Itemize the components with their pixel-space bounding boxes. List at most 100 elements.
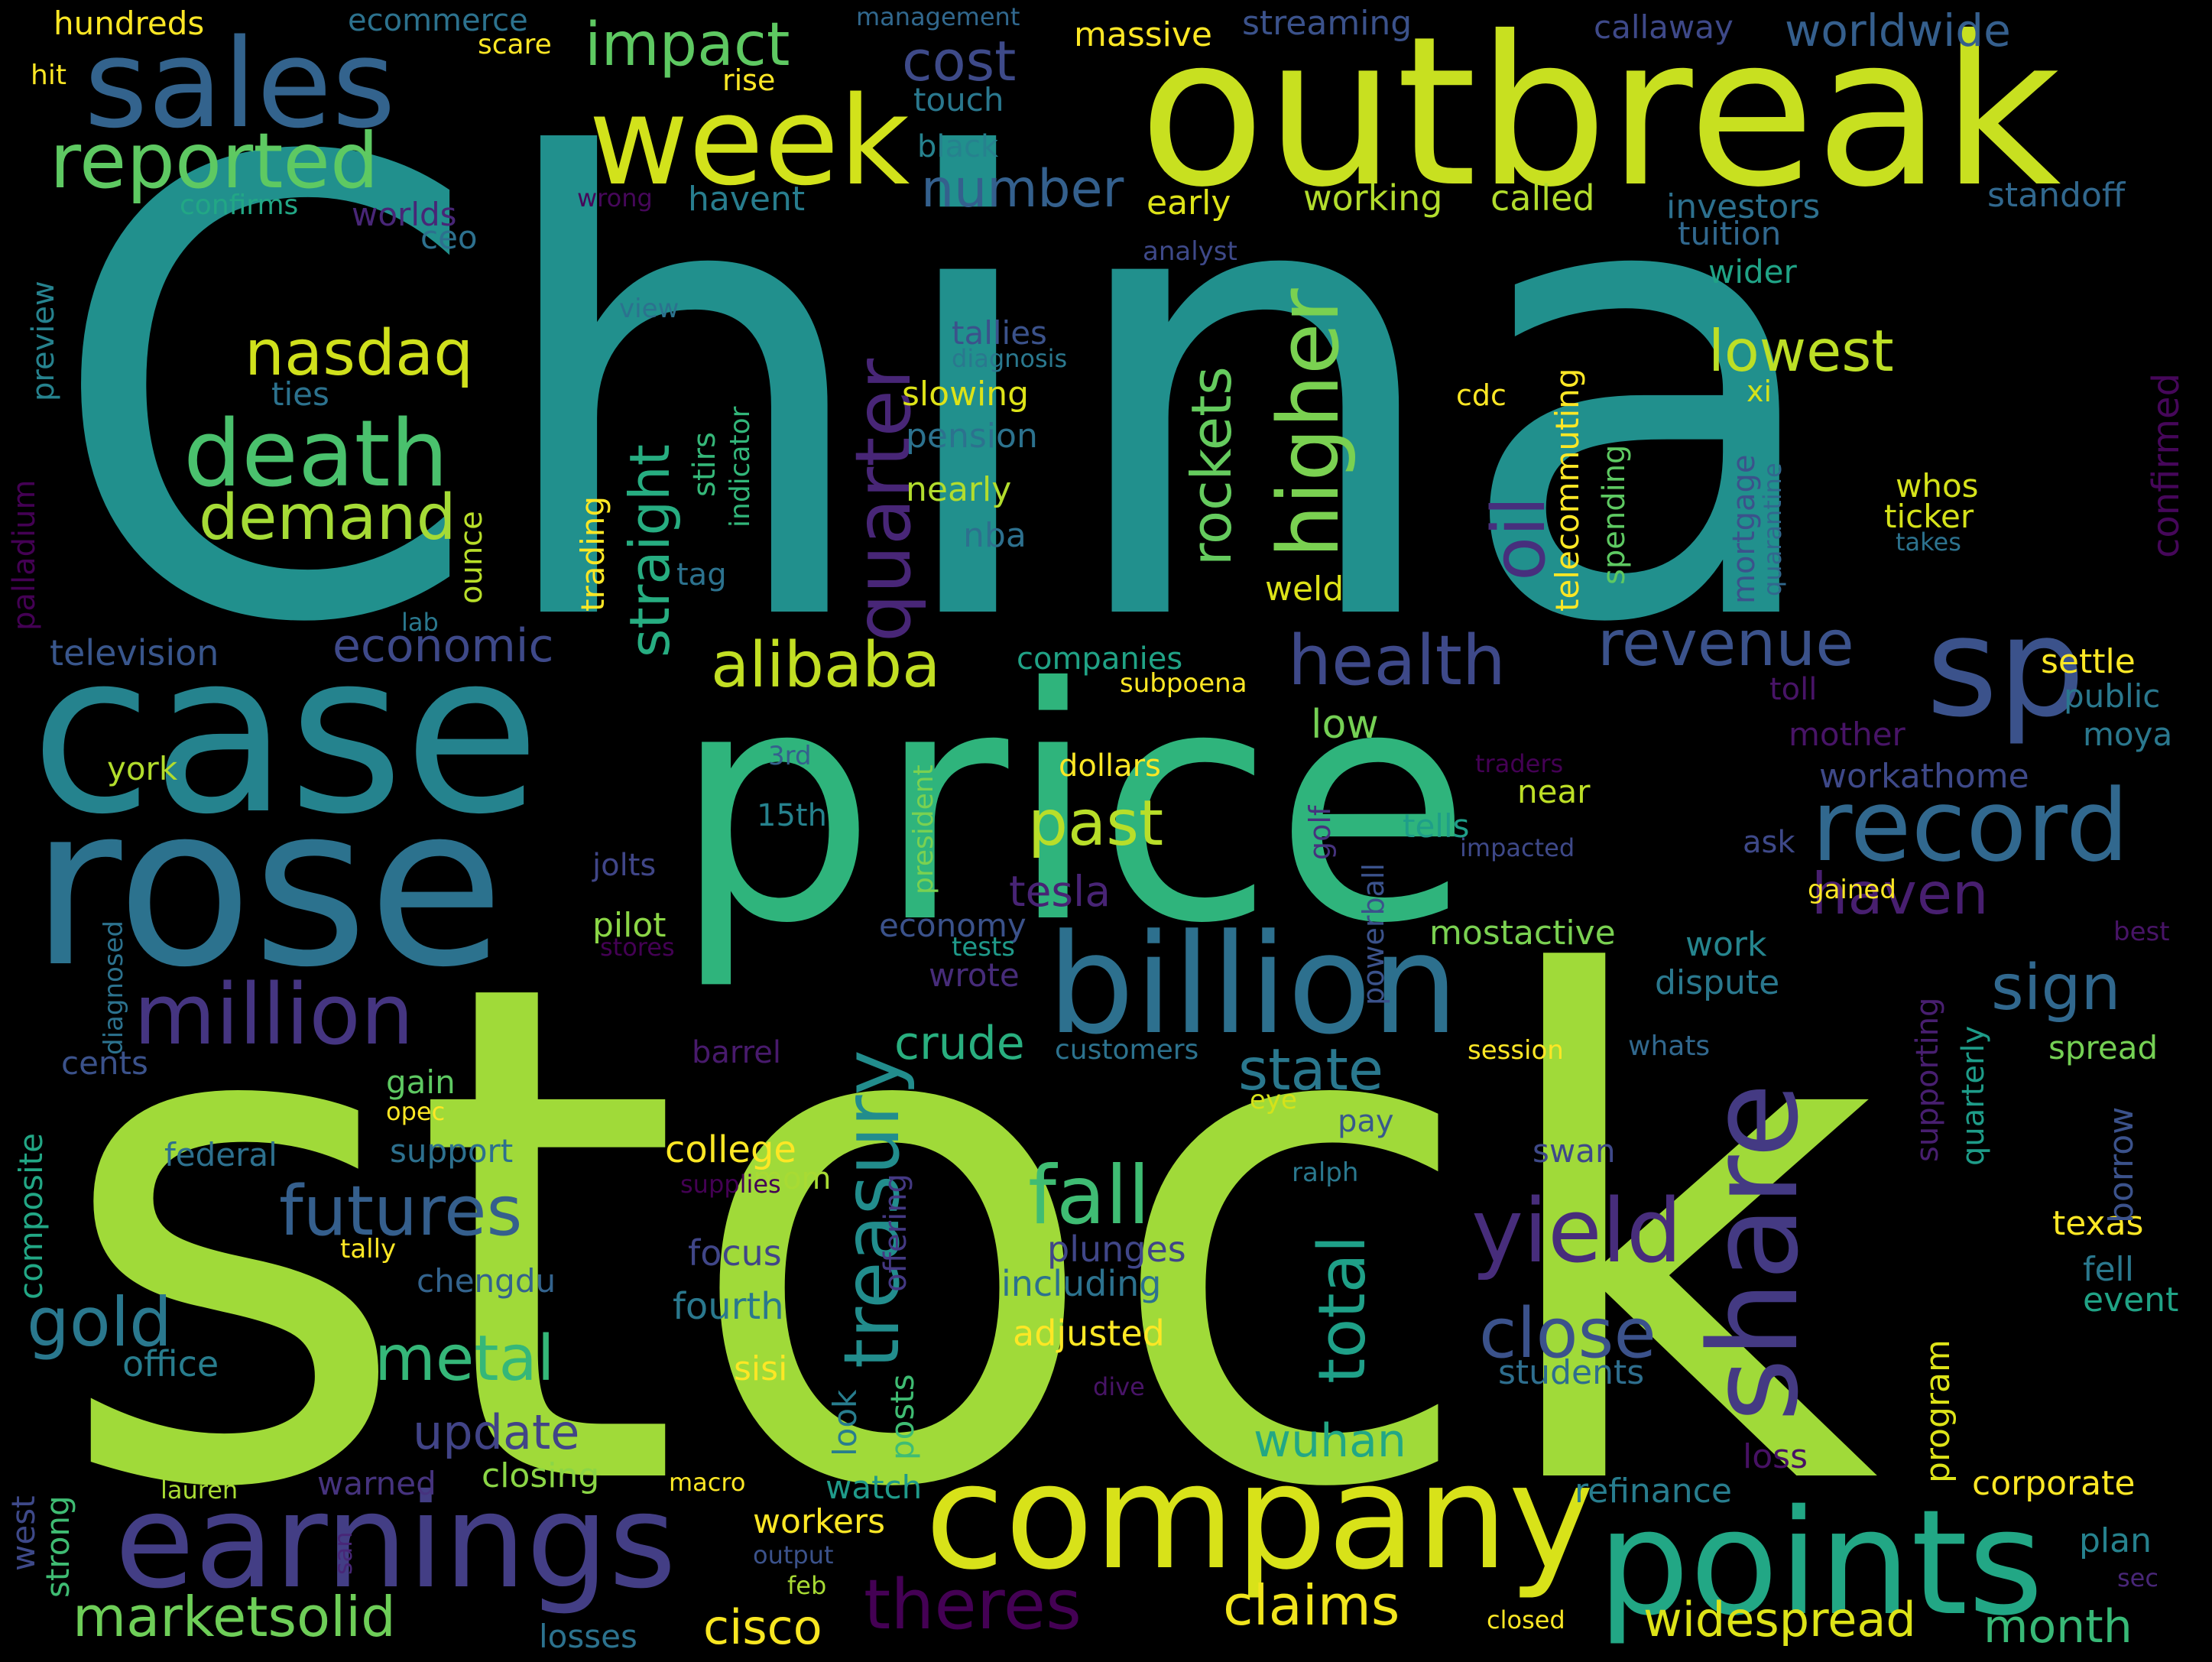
word-plunges: plunges xyxy=(1047,1229,1186,1270)
word-feb: feb xyxy=(787,1571,826,1600)
word-jolts: jolts xyxy=(592,848,656,883)
word-offering: offering xyxy=(878,1173,913,1292)
word-xi: xi xyxy=(1747,375,1772,408)
word-slowing: slowing xyxy=(902,375,1029,414)
word-callaway: callaway xyxy=(1594,8,1734,46)
word-fourth: fourth xyxy=(673,1285,784,1328)
word-worldwide: worldwide xyxy=(1785,5,2011,57)
word-rise: rise xyxy=(722,63,775,97)
word-3rd: 3rd xyxy=(768,741,812,771)
word-crude: crude xyxy=(894,1017,1025,1070)
word-management: management xyxy=(856,2,1020,31)
word-alibaba: alibaba xyxy=(711,629,940,702)
word-supporting: supporting xyxy=(1910,998,1945,1162)
word-session: session xyxy=(1468,1035,1564,1066)
word-stock: stock xyxy=(54,838,1879,1638)
word-total: total xyxy=(1305,1235,1380,1384)
word-oil: oil xyxy=(1477,496,1562,581)
word-working: working xyxy=(1303,177,1442,219)
word-workers: workers xyxy=(753,1502,885,1541)
word-composite: composite xyxy=(12,1133,50,1300)
word-tesla: tesla xyxy=(1009,867,1111,916)
word-scare: scare xyxy=(478,29,552,60)
word-office: office xyxy=(122,1343,219,1384)
word-sec: sec xyxy=(2117,1563,2158,1592)
word-tests: tests xyxy=(952,932,1015,962)
word-lauren: lauren xyxy=(161,1475,238,1505)
word-output: output xyxy=(753,1540,834,1569)
word-diagnosed: diagnosed xyxy=(99,920,129,1055)
word-support: support xyxy=(390,1132,513,1170)
word-tells: tells xyxy=(1403,807,1470,845)
word-fall: fall xyxy=(1028,1149,1150,1242)
word-nba: nba xyxy=(963,516,1027,555)
word-event: event xyxy=(2083,1281,2178,1320)
word-work: work xyxy=(1685,925,1767,964)
word-wider: wider xyxy=(1708,253,1798,291)
word-corporate: corporate xyxy=(1972,1464,2135,1503)
word-earnings: earnings xyxy=(115,1466,676,1618)
word-near: near xyxy=(1517,773,1591,810)
word-workathome: workathome xyxy=(1819,757,2029,796)
word-tally: tally xyxy=(340,1234,396,1264)
word-15th: 15th xyxy=(757,798,827,833)
word-mortgage: mortgage xyxy=(1727,455,1762,604)
word-price: price xyxy=(673,620,1471,994)
word-warned: warned xyxy=(317,1465,436,1502)
word-closing: closing xyxy=(482,1456,599,1495)
word-ask: ask xyxy=(1743,825,1795,860)
word-billion: billion xyxy=(1047,905,1459,1065)
word-ticker: ticker xyxy=(1884,498,1974,535)
word-subpoena: subpoena xyxy=(1120,668,1247,699)
word-traders: traders xyxy=(1475,749,1563,778)
word-haven: haven xyxy=(1811,860,1989,927)
word-streaming: streaming xyxy=(1242,4,1412,43)
word-ties: ties xyxy=(271,375,329,413)
word-metal: metal xyxy=(375,1323,555,1395)
word-early: early xyxy=(1147,183,1231,222)
word-sign: sign xyxy=(1991,952,2121,1024)
word-number: number xyxy=(921,159,1124,219)
word-eye: eye xyxy=(1250,1085,1297,1115)
word-ralph: ralph xyxy=(1292,1157,1358,1188)
word-pay: pay xyxy=(1338,1104,1394,1139)
word-million: million xyxy=(134,966,414,1063)
word-pilot: pilot xyxy=(592,906,667,945)
word-update: update xyxy=(413,1404,579,1460)
word-opec: opec xyxy=(386,1097,445,1126)
word-gold: gold xyxy=(27,1283,172,1362)
word-health: health xyxy=(1288,621,1506,701)
word-quarter: quarter xyxy=(838,358,928,642)
word-dive: dive xyxy=(1093,1372,1145,1401)
word-gained: gained xyxy=(1808,875,1896,905)
word-mom: mom xyxy=(753,1161,831,1196)
word-month: month xyxy=(1983,1600,2133,1654)
word-impact: impact xyxy=(585,11,790,80)
word-cents: cents xyxy=(61,1044,148,1082)
word-whats: whats xyxy=(1628,1031,1710,1062)
word-higher: higher xyxy=(1260,288,1357,558)
word-west: west xyxy=(5,1495,42,1571)
word-theres: theres xyxy=(864,1565,1082,1645)
word-spread: spread xyxy=(2048,1029,2158,1066)
word-straight: straight xyxy=(618,444,682,657)
word-nasdaq: nasdaq xyxy=(245,317,473,390)
word-reported: reported xyxy=(50,116,378,206)
word-toll: toll xyxy=(1769,672,1817,707)
word-focus: focus xyxy=(688,1232,782,1274)
word-diagnosis: diagnosis xyxy=(952,344,1067,373)
word-trading: trading xyxy=(574,496,611,612)
word-ecommerce: ecommerce xyxy=(348,3,528,38)
word-program: program xyxy=(1918,1339,1957,1483)
word-cisco: cisco xyxy=(703,1599,822,1655)
word-weld: weld xyxy=(1265,570,1344,609)
word-college: college xyxy=(665,1128,796,1171)
word-analyst: analyst xyxy=(1143,236,1237,267)
word-takes: takes xyxy=(1896,527,1961,557)
word-federal: federal xyxy=(164,1136,277,1173)
word-sp: sp xyxy=(1926,588,2085,748)
word-pension: pension xyxy=(906,417,1038,456)
word-telecommuting: telecommuting xyxy=(1549,368,1586,612)
word-borrow: borrow xyxy=(2102,1107,2141,1223)
word-wrote: wrote xyxy=(929,956,1020,994)
